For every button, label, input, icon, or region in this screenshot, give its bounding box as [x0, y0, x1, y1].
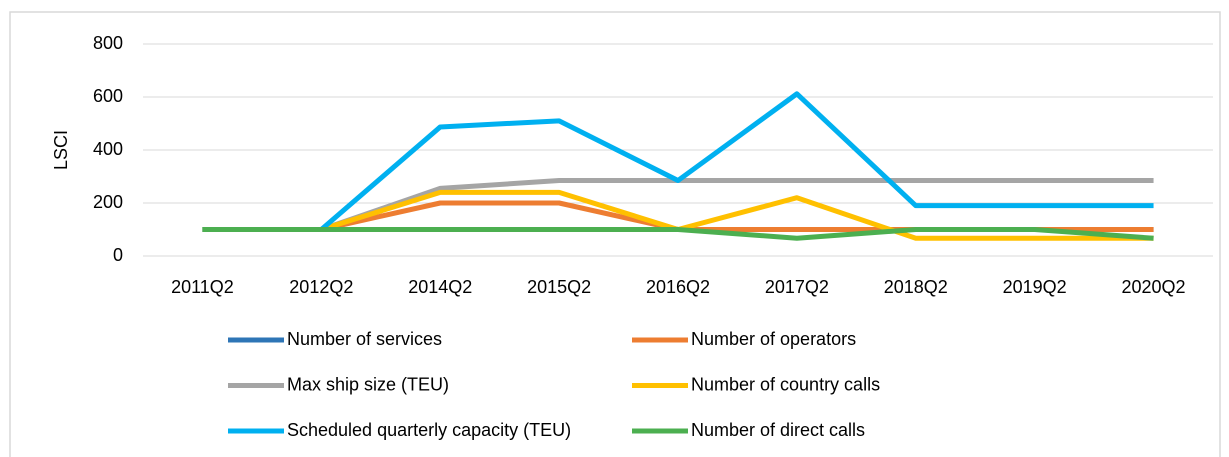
- chart-frame: [9, 11, 1221, 457]
- x-tick-label: 2020Q2: [1122, 277, 1186, 297]
- y-tick-label: 200: [93, 192, 123, 212]
- x-tick-label: 2011Q2: [171, 277, 234, 297]
- legend-label: Number of services: [287, 329, 442, 349]
- series-line: [202, 227, 1154, 241]
- y-axis-label: LSCI: [51, 130, 71, 170]
- legend-label: Number of direct calls: [691, 420, 865, 440]
- legend-label: Scheduled quarterly capacity (TEU): [287, 420, 571, 440]
- y-tick-label: 800: [93, 33, 123, 53]
- x-tick-label: 2016Q2: [646, 277, 710, 297]
- y-tick-label: 600: [93, 86, 123, 106]
- legend-label: Max ship size (TEU): [287, 374, 449, 394]
- legend-label: Number of country calls: [691, 374, 880, 394]
- x-tick-label: 2017Q2: [765, 277, 829, 297]
- y-tick-label: 400: [93, 139, 123, 159]
- x-tick-label: 2015Q2: [527, 277, 591, 297]
- x-tick-label: 2012Q2: [289, 277, 353, 297]
- x-tick-label: 2018Q2: [884, 277, 948, 297]
- x-tick-label: 2014Q2: [408, 277, 472, 297]
- y-tick-label: 0: [113, 245, 123, 265]
- legend-label: Number of operators: [691, 329, 856, 349]
- series-line: [202, 91, 1154, 232]
- x-tick-label: 2019Q2: [1003, 277, 1067, 297]
